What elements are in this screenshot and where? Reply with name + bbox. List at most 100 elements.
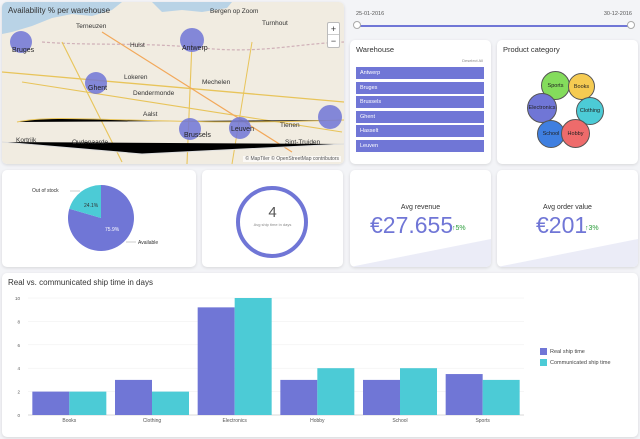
y-tick-label: 6: [17, 343, 20, 348]
warehouse-list: Antwerp Bruges Brussels Ghent Hasselt Le…: [356, 67, 484, 154]
avg-revenue-card: Avg revenue €27.655 ↑5%: [350, 170, 491, 267]
start-date-label: 25-01-2016: [356, 11, 385, 17]
map-title: Availability % per warehouse: [8, 6, 111, 15]
avg-ship-value: 4: [268, 204, 277, 221]
bar-clothing-communicated[interactable]: [152, 391, 189, 415]
x-tick-label: Electronics: [222, 418, 247, 424]
avg-revenue-title: Avg revenue: [400, 204, 441, 211]
bubble-antwerp[interactable]: [180, 28, 204, 52]
x-tick-label: Clothing: [143, 418, 162, 424]
city-label: Kortrijk: [16, 137, 37, 144]
warehouse-item-brussels[interactable]: Brussels: [356, 96, 484, 108]
warehouse-item-leuven[interactable]: Leuven: [356, 139, 484, 152]
kpi-decoration: [497, 239, 638, 267]
ship-time-bar-chart-card: 0 2 4 6 8 10 Books Clothing Electronics Hobby Scho…: [2, 273, 638, 437]
category-bubble-school[interactable]: School: [537, 120, 565, 148]
slider-end-handle[interactable]: [627, 21, 635, 29]
x-tick-label: Hobby: [310, 418, 325, 424]
warehouse-item-hasselt[interactable]: Hasselt: [356, 125, 484, 137]
category-bubble-hobby[interactable]: Hobby: [561, 119, 590, 148]
y-tick-label: 4: [17, 366, 20, 371]
city-label: Mechelen: [202, 79, 231, 86]
slider-start-handle[interactable]: [353, 21, 361, 29]
chart-legend: Real ship time Communicated ship time: [540, 348, 611, 370]
city-label: Sint-Truiden: [285, 139, 321, 146]
bubble-hasselt[interactable]: [318, 105, 342, 129]
trend-up-icon: ↑: [585, 225, 589, 232]
avg-ship-gauge[interactable]: [202, 170, 343, 267]
avg-revenue-value: €27.655: [370, 212, 454, 238]
bar-sports-communicated[interactable]: [482, 379, 520, 415]
y-tick-label: 8: [17, 319, 20, 324]
avg-order-title: Avg order value: [543, 204, 592, 211]
y-tick-label: 2: [17, 390, 20, 395]
bubble-brussels[interactable]: [179, 118, 201, 140]
city-label-leuven: Leuven: [231, 126, 254, 133]
warehouse-title: Warehouse: [356, 45, 395, 54]
city-label: Aalst: [143, 111, 158, 118]
pie-slice-available[interactable]: [67, 185, 134, 251]
bar-books-real[interactable]: [32, 391, 70, 415]
bar-sports-real[interactable]: [445, 374, 483, 415]
map-tiles[interactable]: [2, 2, 344, 164]
kpi-decoration: [350, 239, 491, 267]
bar-hobby-communicated[interactable]: [317, 368, 355, 415]
bar-school-communicated[interactable]: [400, 368, 437, 415]
warehouse-item-antwerp[interactable]: Antwerp: [356, 67, 484, 79]
deselect-all-button[interactable]: Deselect All: [462, 58, 483, 63]
city-label: Hulst: [130, 42, 145, 49]
x-tick-label: Books: [62, 418, 76, 424]
legend-item-real[interactable]: Real ship time: [540, 348, 611, 355]
stock-pie-chart[interactable]: 24.1% 75.9% Out of stock Available: [2, 170, 196, 267]
zoom-control: + −: [327, 22, 340, 48]
bubble-leuven[interactable]: [229, 117, 251, 139]
warehouse-item-bruges[interactable]: Bruges: [356, 81, 484, 94]
y-tick-label: 0: [17, 413, 20, 418]
avg-ship-time-card: 4 Avg ship time in days: [202, 170, 343, 267]
legend-swatch-real: [540, 348, 547, 355]
y-tick-label: 10: [15, 296, 21, 301]
legend-swatch-communicated: [540, 359, 547, 366]
map-attribution[interactable]: © MapTiler © OpenStreetMap contributors: [243, 156, 341, 162]
avg-revenue-delta: ↑5%: [452, 225, 466, 232]
city-label-ghent: Ghent: [88, 85, 108, 92]
avg-order-delta: ↑3%: [585, 225, 599, 232]
zoom-out-button[interactable]: −: [330, 36, 337, 46]
bar-hobby-real[interactable]: [280, 379, 318, 415]
bubble-bruges[interactable]: [10, 31, 32, 53]
city-label-antwerp: Antwerp: [182, 45, 208, 52]
date-range-slider: 25-01-2016 30-12-2016: [350, 2, 638, 38]
slider-track[interactable]: [356, 25, 632, 27]
avg-order-value-card: Avg order value €201 ↑3%: [497, 170, 638, 267]
legend-item-communicated[interactable]: Communicated ship time: [540, 359, 611, 366]
pie-label-out-pct: 24.1%: [84, 203, 99, 209]
pie-label-available-pct: 75.9%: [105, 227, 120, 233]
ship-time-bar-chart[interactable]: 0 2 4 6 8 10 Books Clothing Electronics Hobby Scho…: [2, 273, 638, 437]
bar-school-real[interactable]: [363, 379, 400, 415]
bubble-ghent[interactable]: [85, 72, 107, 94]
x-tick-label: Sports: [475, 418, 490, 424]
bar-electronics-real[interactable]: [197, 307, 235, 415]
category-title: Product category: [503, 45, 560, 54]
bar-electronics-communicated[interactable]: [234, 298, 272, 415]
end-date-label: 30-12-2016: [603, 11, 632, 17]
city-label-brussels: Brussels: [184, 132, 211, 139]
pie-slice-out-of-stock[interactable]: [69, 185, 101, 218]
product-category-card: Product category Sports Books Electronic…: [497, 40, 638, 164]
city-label: Dendermonde: [133, 90, 175, 97]
category-bubble-electronics[interactable]: Electronics: [527, 93, 557, 123]
trend-up-icon: ↑: [452, 225, 456, 232]
city-label: Turnhout: [262, 20, 288, 27]
avg-order-delta-value: 3%: [588, 225, 599, 232]
avg-revenue-delta-value: 5%: [455, 225, 466, 232]
warehouse-item-ghent[interactable]: Ghent: [356, 110, 484, 123]
bar-clothing-real[interactable]: [115, 379, 152, 415]
bar-books-communicated[interactable]: [69, 391, 107, 415]
zoom-in-button[interactable]: +: [328, 23, 339, 35]
availability-map[interactable]: Availability % per warehouse Bruges Antw…: [2, 2, 344, 164]
avg-order-value: €201: [536, 212, 588, 238]
legend-label-communicated: Communicated ship time: [550, 359, 611, 366]
city-label: Terneuzen: [76, 23, 107, 30]
category-bubble-books[interactable]: Books: [568, 73, 595, 100]
pie-label-available: Available: [138, 240, 158, 246]
